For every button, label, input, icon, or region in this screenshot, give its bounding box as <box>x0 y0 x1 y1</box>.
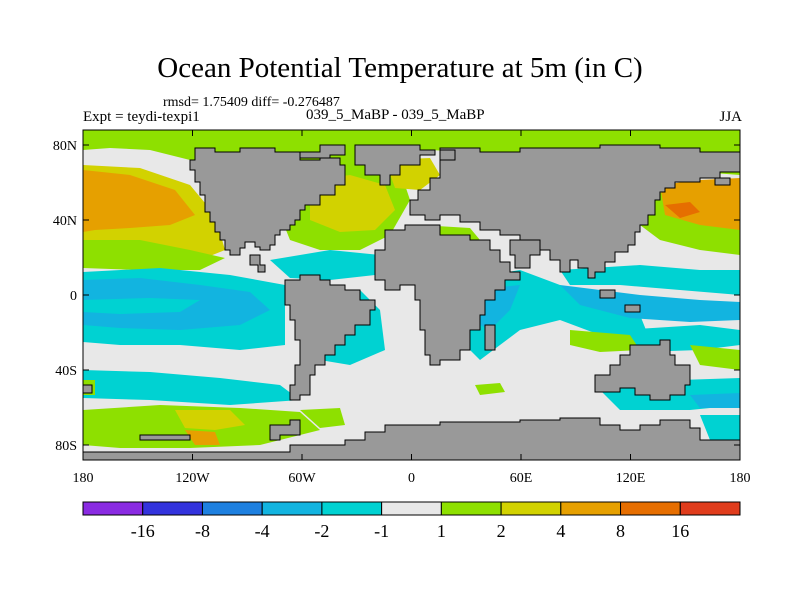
y-tick-label: 80S <box>55 439 77 454</box>
land-australia <box>594 339 691 401</box>
y-axis: 80N 40N 0 40S 80S <box>53 139 740 454</box>
colorbar-swatch <box>82 501 144 516</box>
anomaly-region <box>690 345 740 370</box>
y-tick-label: 40S <box>55 364 77 379</box>
land-south-america <box>284 274 376 401</box>
land-island <box>714 177 731 186</box>
land-indonesia-east <box>624 304 641 313</box>
anomaly-region <box>185 430 220 445</box>
comparison-label: 039_5_MaBP - 039_5_MaBP <box>306 107 485 123</box>
colorbar: -16 -8 -4 -2 -1 1 2 4 8 16 <box>82 501 741 541</box>
colorbar-swatch <box>679 501 741 516</box>
map-plot-area <box>83 130 740 460</box>
land-island <box>83 384 93 394</box>
x-tick-label: 180 <box>730 471 751 486</box>
colorbar-label: 1 <box>437 521 446 541</box>
colorbar-swatch <box>440 501 502 516</box>
land-arabia <box>509 239 541 269</box>
page-title: Ocean Potential Temperature at 5m (in C) <box>157 52 643 84</box>
colorbar-label: -2 <box>314 521 329 541</box>
colorbar-label: 2 <box>497 521 506 541</box>
x-tick-label: 180 <box>73 471 94 486</box>
land-africa <box>374 224 521 366</box>
colorbar-label: -4 <box>255 521 270 541</box>
colorbar-swatch <box>620 501 681 516</box>
land-antarctica <box>83 417 740 460</box>
land-antarctic-shelf <box>139 434 191 441</box>
anomaly-region <box>570 330 640 352</box>
colorbar-swatch <box>321 501 383 516</box>
colorbar-swatch <box>500 501 562 516</box>
anomaly-region <box>665 202 700 218</box>
colorbar-swatch <box>560 501 622 516</box>
colorbar-label: 4 <box>556 521 565 541</box>
colorbar-swatch <box>381 501 442 516</box>
anomaly-region <box>175 410 245 430</box>
land-eurasia <box>409 144 740 279</box>
colorbar-swatch <box>201 501 263 516</box>
anomaly-region <box>270 250 380 280</box>
anomaly-region <box>83 298 200 314</box>
x-tick-label: 120W <box>175 471 210 486</box>
land-indonesia <box>599 289 616 299</box>
anomaly-region <box>83 170 195 232</box>
land-antarctic-peninsula <box>269 419 301 441</box>
colorbar-swatch <box>261 501 323 516</box>
y-tick-label: 0 <box>70 289 77 304</box>
anomaly-region <box>700 415 740 440</box>
anomaly-region <box>475 383 505 395</box>
anomaly-region <box>83 370 300 405</box>
colorbar-label: -1 <box>374 521 389 541</box>
x-tick-label: 120E <box>616 471 646 486</box>
colorbar-label: 16 <box>671 521 689 541</box>
colorbar-swatch <box>142 501 203 516</box>
land-madagascar <box>484 324 496 351</box>
rmsd-diff-stats: rmsd= 1.75409 diff= -0.276487 <box>163 95 340 110</box>
x-tick-label: 60E <box>510 471 533 486</box>
land-central-america <box>249 254 266 273</box>
anomaly-region <box>300 408 345 428</box>
experiment-label: Expt = teydi-texpi1 <box>83 109 200 125</box>
anomaly-region <box>690 393 740 408</box>
colorbar-label: 8 <box>616 521 625 541</box>
x-axis: 180 120W 60W 0 60E 120E 180 <box>73 130 751 486</box>
colorbar-label: -16 <box>131 521 155 541</box>
land-masses <box>83 144 740 460</box>
x-tick-label: 60W <box>288 471 316 486</box>
y-tick-label: 40N <box>53 214 77 229</box>
season-label: JJA <box>719 109 742 125</box>
anomaly-region <box>83 240 225 270</box>
y-tick-label: 80N <box>53 139 77 154</box>
land-island <box>439 149 456 161</box>
x-tick-label: 0 <box>408 471 415 486</box>
land-canadian-islands <box>299 144 346 159</box>
colorbar-label: -8 <box>195 521 210 541</box>
land-greenland <box>354 144 436 186</box>
